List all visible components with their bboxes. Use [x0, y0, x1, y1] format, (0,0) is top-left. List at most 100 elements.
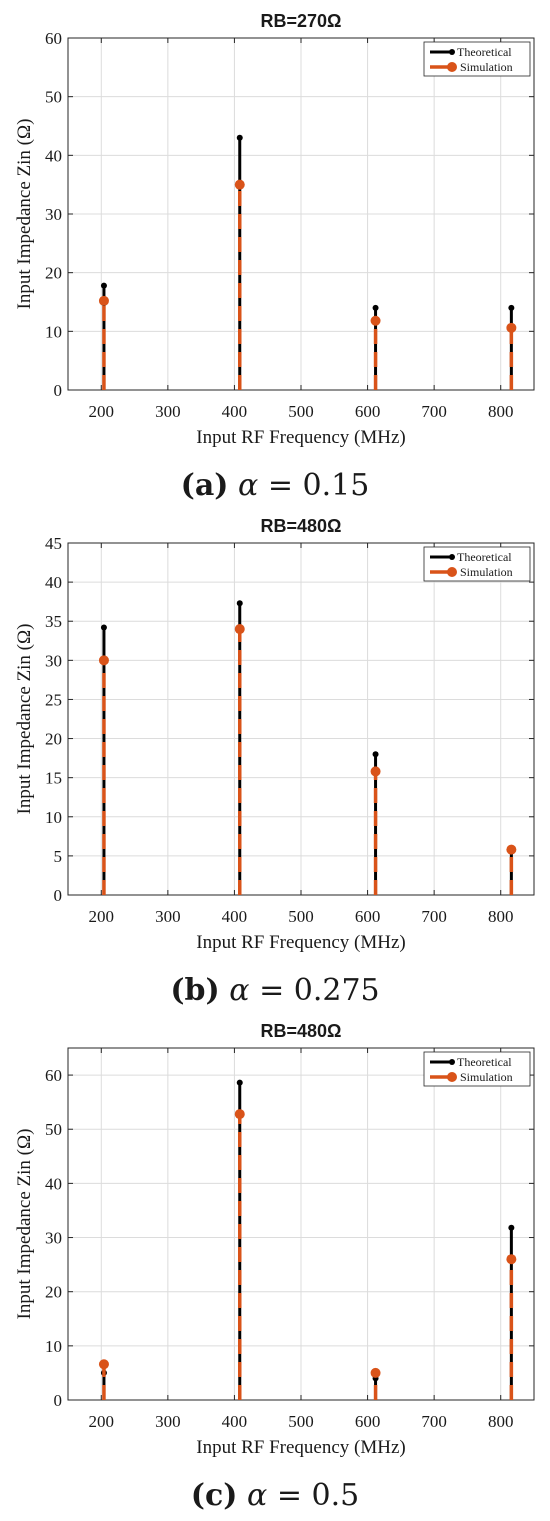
x-tick-label: 400 [222, 1412, 248, 1431]
x-tick-label: 600 [355, 402, 381, 421]
x-axis-label: Input RF Frequency (MHz) [196, 932, 406, 953]
legend-box [423, 546, 531, 582]
x-tick-label: 300 [155, 1412, 181, 1431]
y-tick-label: 0 [54, 1391, 63, 1410]
caption-space [250, 973, 260, 1008]
y-tick-label: 40 [45, 573, 62, 592]
caption-space [220, 973, 230, 1008]
legend-simulation-marker [447, 62, 457, 72]
y-tick-label: 30 [45, 651, 62, 670]
x-tick-label: 700 [421, 1412, 447, 1431]
x-tick-label: 300 [155, 402, 181, 421]
y-tick-label: 10 [45, 1337, 62, 1356]
y-tick-label: 40 [45, 146, 62, 165]
legend-theoretical-label: Theoretical [457, 550, 512, 564]
y-tick-label: 20 [45, 1283, 62, 1302]
caption-letter: (b) [170, 973, 219, 1008]
legend-simulation-marker [447, 567, 457, 577]
caption-letter: (c) [191, 1478, 238, 1513]
chart-title: RB=270Ω [261, 11, 342, 31]
x-tick-label: 800 [488, 1412, 514, 1431]
simulation-marker [98, 655, 109, 666]
y-tick-label: 20 [45, 730, 62, 749]
chart-panel-1: 200 300 400 500 600 700 800 0 10 20 30 40 50 60 RB=270… [14, 11, 535, 503]
simulation-marker [506, 844, 517, 855]
x-tick-label: 200 [89, 402, 115, 421]
x-tick-label: 400 [222, 402, 248, 421]
x-tick-label: 200 [89, 1412, 115, 1431]
x-tick-label: 600 [355, 1412, 381, 1431]
simulation-marker [506, 322, 517, 333]
simulation-marker [506, 1254, 517, 1265]
simulation-marker [370, 766, 381, 777]
legend-theoretical-label: Theoretical [457, 45, 512, 59]
x-tick-label: 500 [288, 907, 314, 926]
y-tick-label: 50 [45, 88, 62, 107]
caption-space [237, 1478, 247, 1513]
x-tick-label: 300 [155, 907, 181, 926]
x-tick-label: 600 [355, 907, 381, 926]
caption-space [267, 1478, 277, 1513]
y-tick-label: 10 [45, 808, 62, 827]
subfigure-caption: (c) α = 0.5 [191, 1478, 359, 1513]
caption-equation: = 0.275 [259, 973, 380, 1008]
chart-title: RB=480Ω [261, 1021, 342, 1041]
y-tick-label: 15 [45, 769, 62, 788]
x-tick-label: 800 [488, 402, 514, 421]
x-tick-label: 200 [89, 907, 115, 926]
legend-simulation-label: Simulation [460, 565, 513, 579]
chart-title: RB=480Ω [261, 516, 342, 536]
legend-simulation-label: Simulation [460, 60, 513, 74]
chart-panel-2: 200 300 400 500 600 700 800 0 5 10 15 20 25 30 35 40 45 R… [14, 516, 535, 1008]
y-tick-label: 60 [45, 29, 62, 48]
legend-box [423, 1051, 531, 1087]
theoretical-marker [236, 134, 243, 141]
simulation-marker [98, 1359, 109, 1370]
x-axis-label: Input RF Frequency (MHz) [196, 1437, 406, 1458]
y-tick-label: 5 [54, 847, 63, 866]
caption-equation: = 0.5 [277, 1478, 359, 1513]
caption-equation: = 0.15 [268, 468, 369, 503]
legend-theoretical-label: Theoretical [457, 1055, 512, 1069]
y-axis-label: Input Impedance Zin (Ω) [14, 624, 35, 815]
theoretical-marker [508, 1224, 515, 1231]
simulation-marker [98, 295, 109, 306]
legend-box [423, 41, 531, 77]
y-axis-label: Input Impedance Zin (Ω) [14, 119, 35, 310]
caption-space [228, 468, 238, 503]
y-tick-label: 30 [45, 1229, 62, 1248]
y-tick-label: 50 [45, 1120, 62, 1139]
x-tick-label: 400 [222, 907, 248, 926]
y-tick-label: 35 [45, 612, 62, 631]
theoretical-marker [372, 751, 379, 758]
simulation-marker [234, 624, 245, 635]
caption-symbol: α [229, 973, 249, 1008]
simulation-marker [370, 1367, 381, 1378]
caption-symbol: α [247, 1478, 267, 1513]
caption-symbol: α [238, 468, 258, 503]
y-tick-label: 40 [45, 1174, 62, 1193]
theoretical-marker [508, 304, 515, 311]
theoretical-marker [100, 624, 107, 631]
theoretical-marker [100, 282, 107, 289]
y-tick-label: 20 [45, 264, 62, 283]
theoretical-marker [372, 304, 379, 311]
simulation-marker [370, 315, 381, 326]
legend-theoretical-marker [449, 554, 455, 560]
x-tick-label: 700 [421, 907, 447, 926]
y-tick-label: 30 [45, 205, 62, 224]
caption-space [258, 468, 268, 503]
y-tick-label: 0 [54, 381, 63, 400]
y-tick-label: 0 [54, 886, 63, 905]
simulation-marker [234, 1109, 245, 1120]
legend-simulation-label: Simulation [460, 1070, 513, 1084]
subfigure-caption: (b) α = 0.275 [170, 973, 379, 1008]
y-tick-label: 45 [45, 534, 62, 553]
y-tick-label: 25 [45, 690, 62, 709]
subfigure-caption: (a) α = 0.15 [181, 468, 370, 503]
theoretical-marker [236, 600, 243, 607]
